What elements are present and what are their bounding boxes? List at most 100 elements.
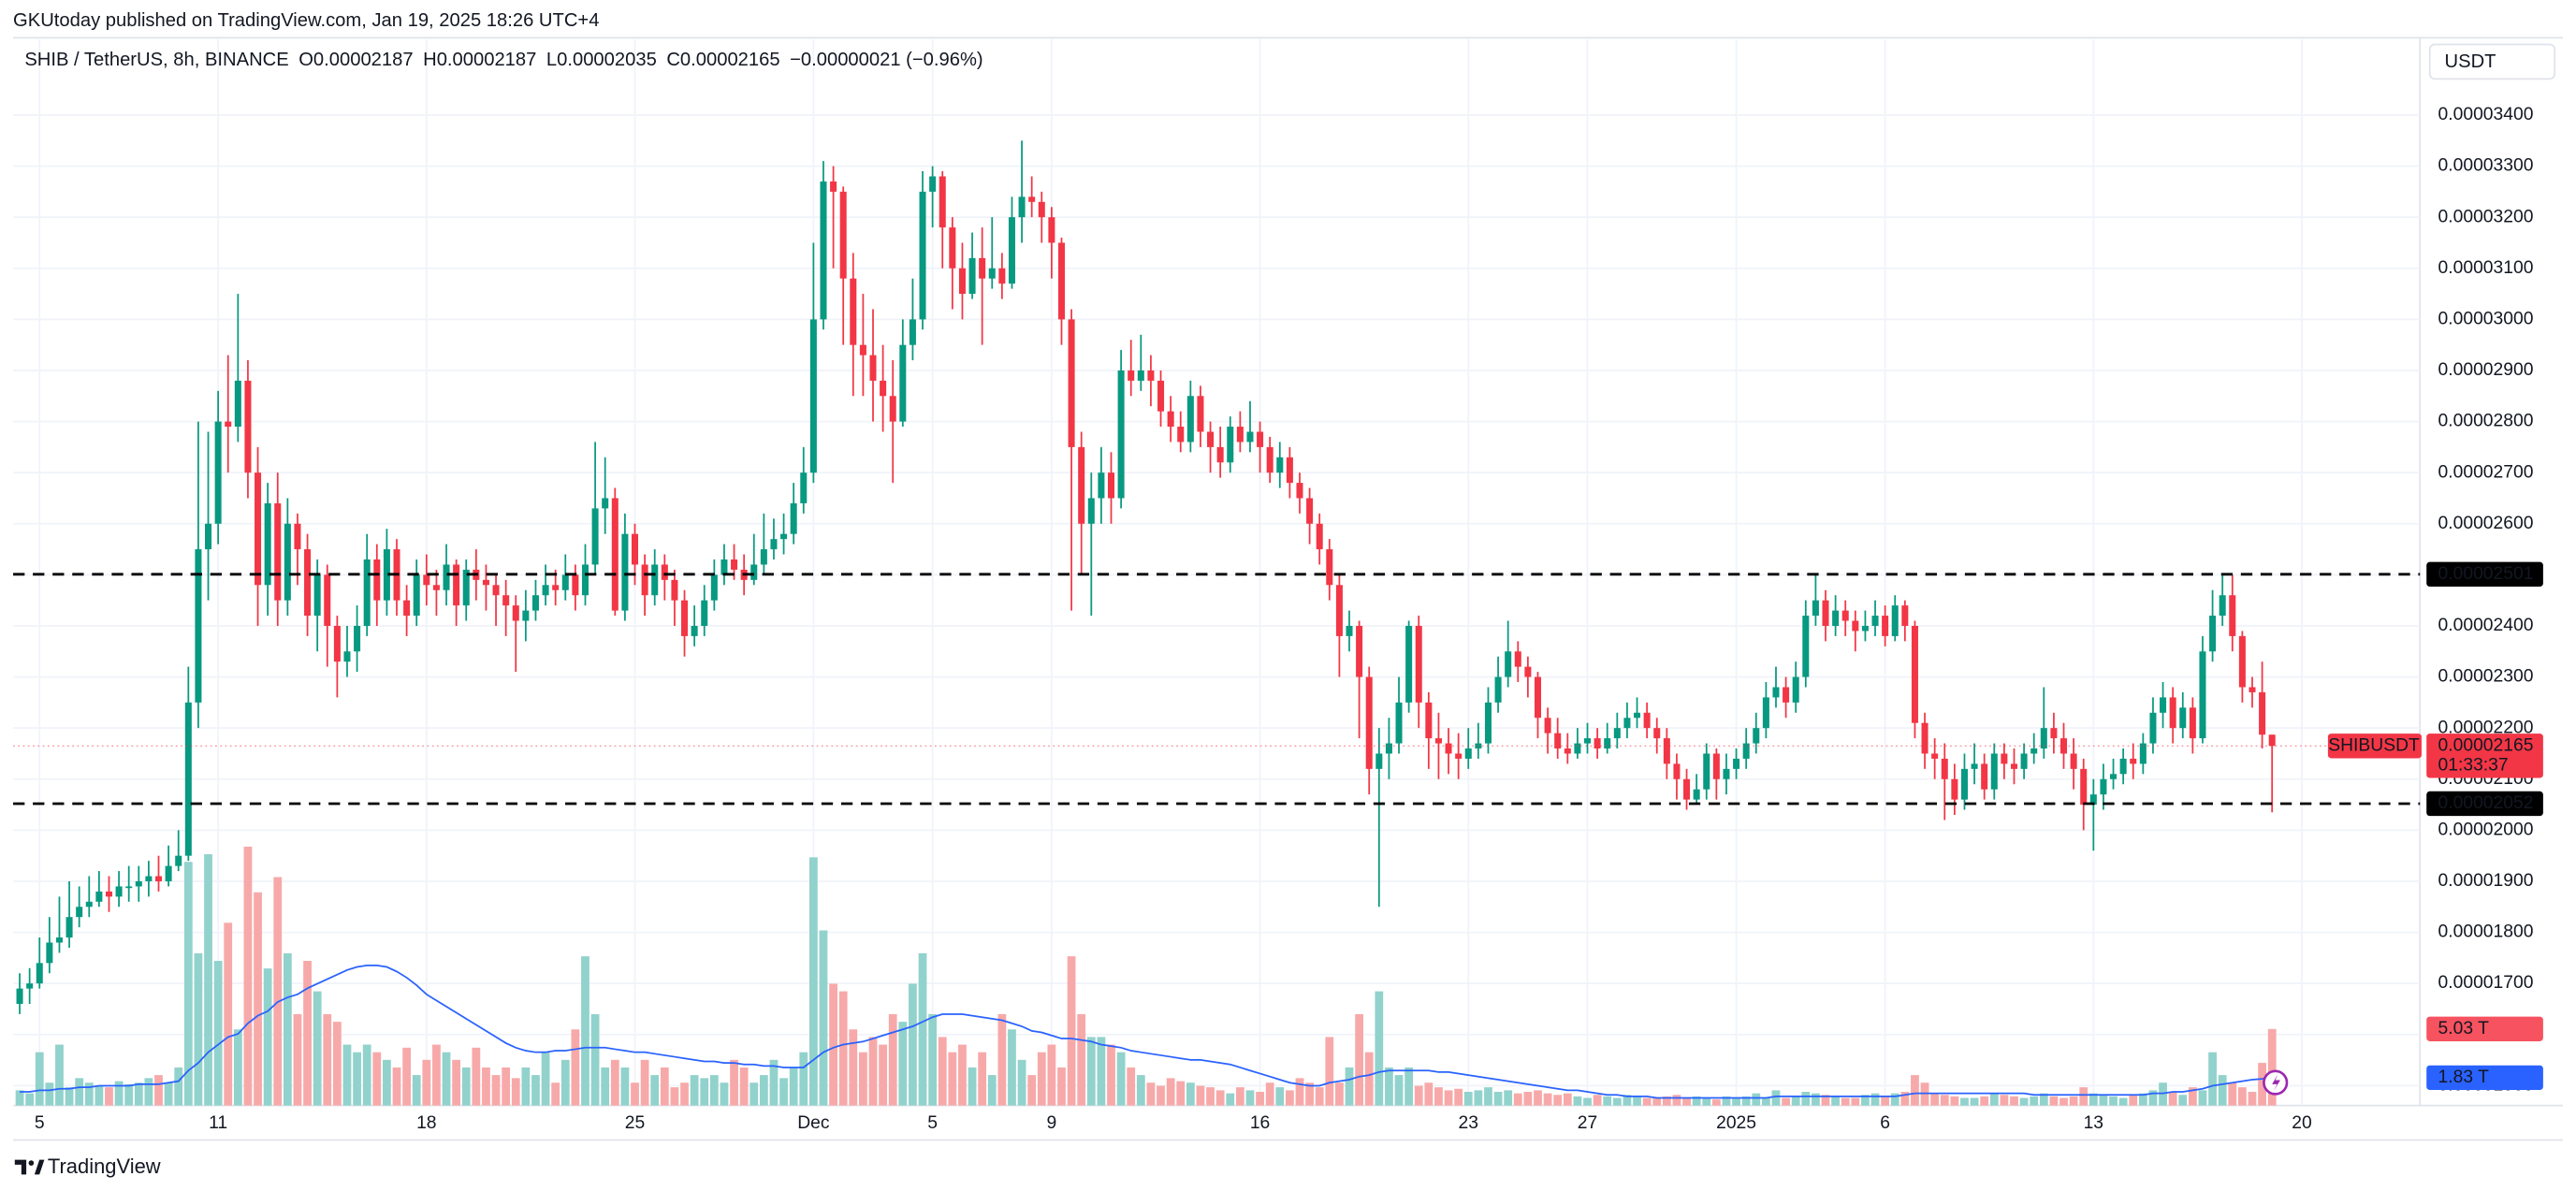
alert-icon[interactable] bbox=[2263, 1069, 2289, 1096]
volume-bar bbox=[1157, 1085, 1165, 1106]
candle-body bbox=[2139, 743, 2147, 764]
volume-bar bbox=[799, 1052, 808, 1106]
candle-body bbox=[1911, 625, 1918, 723]
volume-bar bbox=[1394, 1075, 1404, 1106]
candle-body bbox=[2249, 687, 2256, 692]
volume-bar bbox=[978, 1052, 987, 1106]
volume-bar bbox=[303, 961, 312, 1106]
volume-bar bbox=[859, 1052, 867, 1106]
candle-body bbox=[641, 564, 648, 596]
candle-body bbox=[2189, 707, 2196, 739]
candle-body bbox=[1753, 728, 1760, 744]
y-tick-label: 0.00002700 bbox=[2438, 462, 2534, 482]
volume-bar bbox=[482, 1067, 490, 1106]
candle-body bbox=[2050, 728, 2058, 739]
candle-body bbox=[1882, 616, 1889, 636]
volume-bar bbox=[174, 1067, 183, 1106]
candle-body bbox=[1048, 217, 1055, 243]
candle-body bbox=[880, 380, 887, 397]
volume-bar bbox=[1434, 1087, 1443, 1106]
candle-body bbox=[1812, 600, 1819, 617]
candle-body bbox=[1098, 472, 1105, 499]
volume-bar bbox=[670, 1087, 679, 1106]
volume-bar bbox=[1385, 1067, 1393, 1106]
level-label: 0.00002052 bbox=[2438, 793, 2534, 813]
candle-body bbox=[2080, 768, 2088, 806]
volume-bar bbox=[650, 1075, 660, 1106]
volume-bar bbox=[2019, 1097, 2029, 1106]
volume-bar bbox=[1801, 1092, 1811, 1106]
volume-bar bbox=[1305, 1082, 1314, 1106]
volume-bar bbox=[1752, 1093, 1761, 1106]
volume-bar bbox=[2059, 1097, 2068, 1106]
x-tick-label: 18 bbox=[416, 1113, 436, 1133]
volume-bar bbox=[1235, 1087, 1244, 1106]
volume-bar bbox=[243, 846, 253, 1106]
volume-bar bbox=[1186, 1082, 1195, 1106]
volume-bar bbox=[1711, 1099, 1721, 1106]
brand-name: TradingView bbox=[48, 1155, 161, 1178]
volume-bar bbox=[690, 1075, 699, 1106]
candle-body bbox=[225, 421, 232, 428]
candle-body bbox=[502, 595, 510, 606]
candle-body bbox=[1326, 549, 1333, 586]
candle-body bbox=[1405, 625, 1413, 703]
volume-bar bbox=[1543, 1093, 1552, 1106]
currency-button[interactable] bbox=[2428, 43, 2556, 80]
candle-body bbox=[542, 585, 549, 596]
candle-body bbox=[1901, 605, 1909, 626]
symbol-tag-label: SHIBUSDT bbox=[2328, 735, 2420, 755]
candle-body bbox=[492, 585, 500, 596]
candle-body bbox=[1306, 498, 1314, 524]
volume-bar bbox=[531, 1075, 540, 1106]
volume-bar bbox=[1702, 1097, 1711, 1106]
candle-body bbox=[2119, 758, 2127, 775]
volume-bar bbox=[2000, 1095, 2009, 1106]
volume-bar bbox=[183, 862, 193, 1106]
candle-body bbox=[205, 523, 212, 550]
candle-body bbox=[1871, 616, 1879, 626]
volume-bar bbox=[204, 854, 212, 1106]
candle-body bbox=[770, 539, 778, 550]
candle-body bbox=[462, 569, 470, 606]
candle-body bbox=[671, 579, 678, 601]
volume-bar bbox=[2237, 1087, 2247, 1106]
alert-bolt[interactable] bbox=[2272, 1074, 2280, 1091]
x-tick-label: 13 bbox=[2084, 1113, 2103, 1133]
candle-body bbox=[1683, 778, 1691, 800]
volume-bar bbox=[1067, 956, 1076, 1106]
volume-bar bbox=[1583, 1097, 1592, 1106]
volume-bar bbox=[1851, 1097, 1860, 1106]
volume-bar bbox=[1741, 1096, 1751, 1106]
candle-body bbox=[1733, 758, 1740, 769]
candle-body bbox=[195, 549, 202, 703]
candle-body bbox=[591, 508, 599, 565]
candle-body bbox=[1266, 446, 1273, 473]
volume-bar bbox=[829, 983, 837, 1106]
candle-body bbox=[1544, 718, 1551, 733]
volume-bar bbox=[1812, 1093, 1820, 1106]
candle-body bbox=[453, 564, 460, 606]
volume-bar bbox=[1215, 1090, 1225, 1106]
logo-mark bbox=[14, 1159, 27, 1175]
y-tick-label: 0.00003400 bbox=[2438, 105, 2534, 124]
candle-body bbox=[2199, 651, 2206, 739]
volume-bar bbox=[789, 1067, 798, 1106]
price-tag-label: 0.00002165 bbox=[2438, 735, 2534, 755]
volume-bar bbox=[1116, 1052, 1126, 1106]
volume-bar bbox=[700, 1078, 709, 1106]
candle-body bbox=[443, 564, 450, 590]
candle-body bbox=[2238, 635, 2246, 688]
volume-bar bbox=[15, 1090, 24, 1106]
candle-body bbox=[929, 176, 937, 192]
candle-body bbox=[919, 191, 926, 320]
candle-body bbox=[1564, 748, 1571, 754]
candle-body bbox=[1128, 370, 1135, 381]
candle-body bbox=[244, 380, 252, 473]
volume-bar bbox=[383, 1059, 391, 1106]
volume-bar bbox=[2267, 1028, 2277, 1106]
volume-bar bbox=[808, 857, 818, 1106]
candle-body bbox=[2149, 712, 2157, 744]
currency-label[interactable]: USDT bbox=[2445, 51, 2496, 72]
